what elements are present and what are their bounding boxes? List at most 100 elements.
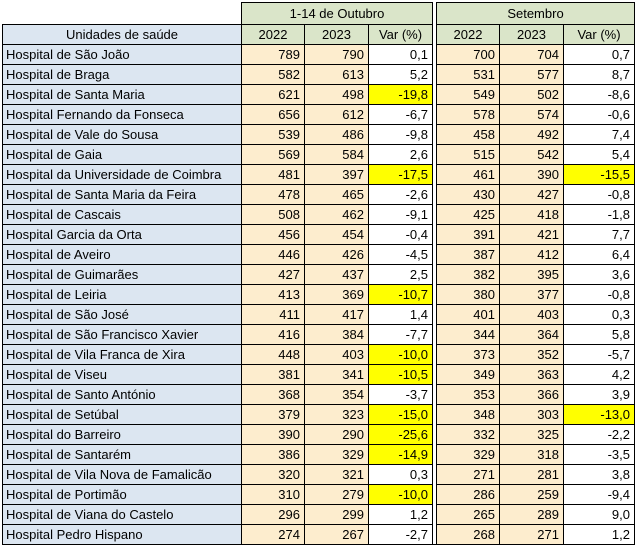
hospital-name-cell[interactable]: Hospital de Braga [2,64,242,85]
value-cell[interactable]: 352 [499,344,564,365]
variation-cell[interactable]: -9,1 [368,204,433,225]
variation-cell[interactable]: -0,4 [368,224,433,245]
variation-cell[interactable]: 2,5 [368,264,433,285]
value-cell[interactable]: 478 [241,184,305,205]
variation-cell[interactable]: 5,4 [563,144,635,165]
variation-cell[interactable]: 0,3 [368,464,433,485]
column-header-2023-setembro[interactable]: 2023 [499,24,564,45]
variation-cell[interactable]: 8,7 [563,64,635,85]
value-cell[interactable]: 259 [499,484,564,505]
value-cell[interactable]: 321 [304,464,369,485]
value-cell[interactable]: 412 [499,244,564,265]
value-cell[interactable]: 416 [241,324,305,345]
variation-cell[interactable]: -8,6 [563,84,635,105]
value-cell[interactable]: 458 [436,124,500,145]
variation-cell[interactable]: 5,8 [563,324,635,345]
variation-cell[interactable]: -2,2 [563,424,635,445]
value-cell[interactable]: 574 [499,104,564,125]
hospital-name-cell[interactable]: Hospital Garcia da Orta [2,224,242,245]
value-cell[interactable]: 612 [304,104,369,125]
value-cell[interactable]: 397 [304,164,369,185]
value-cell[interactable]: 421 [499,224,564,245]
value-cell[interactable]: 401 [436,304,500,325]
value-cell[interactable]: 265 [436,504,500,525]
variation-cell[interactable]: 9,0 [563,504,635,525]
variation-cell[interactable]: -14,9 [368,444,433,465]
hospital-name-cell[interactable]: Hospital de Cascais [2,204,242,225]
value-cell[interactable]: 279 [304,484,369,505]
value-cell[interactable]: 303 [499,404,564,425]
value-cell[interactable]: 382 [436,264,500,285]
value-cell[interactable]: 289 [499,504,564,525]
value-cell[interactable]: 426 [304,244,369,265]
value-cell[interactable]: 380 [436,284,500,305]
hospital-name-cell[interactable]: Hospital de Vila Franca de Xira [2,344,242,365]
hospital-name-cell[interactable]: Hospital de São José [2,304,242,325]
value-cell[interactable]: 578 [436,104,500,125]
value-cell[interactable]: 700 [436,44,500,65]
value-cell[interactable]: 446 [241,244,305,265]
value-cell[interactable]: 329 [304,444,369,465]
value-cell[interactable]: 582 [241,64,305,85]
hospital-name-cell[interactable]: Hospital de Vale do Sousa [2,124,242,145]
variation-cell[interactable]: 4,2 [563,364,635,385]
value-cell[interactable]: 502 [499,84,564,105]
variation-cell[interactable]: 5,2 [368,64,433,85]
value-cell[interactable]: 418 [499,204,564,225]
value-cell[interactable]: 286 [436,484,500,505]
variation-cell[interactable]: -9,4 [563,484,635,505]
variation-cell[interactable]: -15,5 [563,164,635,185]
value-cell[interactable]: 296 [241,504,305,525]
value-cell[interactable]: 320 [241,464,305,485]
value-cell[interactable]: 323 [304,404,369,425]
value-cell[interactable]: 325 [499,424,564,445]
value-cell[interactable]: 492 [499,124,564,145]
value-cell[interactable]: 454 [304,224,369,245]
value-cell[interactable]: 425 [436,204,500,225]
value-cell[interactable]: 369 [304,284,369,305]
value-cell[interactable]: 549 [436,84,500,105]
value-cell[interactable]: 411 [241,304,305,325]
value-cell[interactable]: 363 [499,364,564,385]
value-cell[interactable]: 341 [304,364,369,385]
value-cell[interactable]: 366 [499,384,564,405]
value-cell[interactable]: 430 [436,184,500,205]
value-cell[interactable]: 704 [499,44,564,65]
value-cell[interactable]: 344 [436,324,500,345]
hospital-name-cell[interactable]: Hospital de Leiria [2,284,242,305]
variation-cell[interactable]: -13,0 [563,404,635,425]
value-cell[interactable]: 461 [436,164,500,185]
value-cell[interactable]: 268 [436,524,500,545]
variation-cell[interactable]: 0,1 [368,44,433,65]
value-cell[interactable]: 577 [499,64,564,85]
value-cell[interactable]: 290 [304,424,369,445]
value-cell[interactable]: 373 [436,344,500,365]
hospital-name-cell[interactable]: Hospital de São João [2,44,242,65]
hospital-name-cell[interactable]: Hospital de Vila Nova de Famalicão [2,464,242,485]
value-cell[interactable]: 465 [304,184,369,205]
hospital-name-cell[interactable]: Hospital de Viseu [2,364,242,385]
variation-cell[interactable]: -2,7 [368,524,433,545]
value-cell[interactable]: 515 [436,144,500,165]
hospital-name-cell[interactable]: Hospital do Barreiro [2,424,242,445]
variation-cell[interactable]: -3,7 [368,384,433,405]
hospital-name-cell[interactable]: Hospital de Santa Maria [2,84,242,105]
hospital-name-cell[interactable]: Hospital de São Francisco Xavier [2,324,242,345]
hospital-name-cell[interactable]: Hospital de Santo António [2,384,242,405]
variation-cell[interactable]: -19,8 [368,84,433,105]
variation-cell[interactable]: -6,7 [368,104,433,125]
column-header-2022-outubro[interactable]: 2022 [241,24,305,45]
column-header-2022-setembro[interactable]: 2022 [436,24,500,45]
value-cell[interactable]: 427 [241,264,305,285]
value-cell[interactable]: 281 [499,464,564,485]
value-cell[interactable]: 448 [241,344,305,365]
value-cell[interactable]: 329 [436,444,500,465]
value-cell[interactable]: 390 [499,164,564,185]
value-cell[interactable]: 498 [304,84,369,105]
variation-cell[interactable]: 3,9 [563,384,635,405]
variation-cell[interactable]: -0,8 [563,184,635,205]
hospital-name-cell[interactable]: Hospital de Viana do Castelo [2,504,242,525]
variation-cell[interactable]: -15,0 [368,404,433,425]
value-cell[interactable]: 508 [241,204,305,225]
variation-cell[interactable]: -9,8 [368,124,433,145]
